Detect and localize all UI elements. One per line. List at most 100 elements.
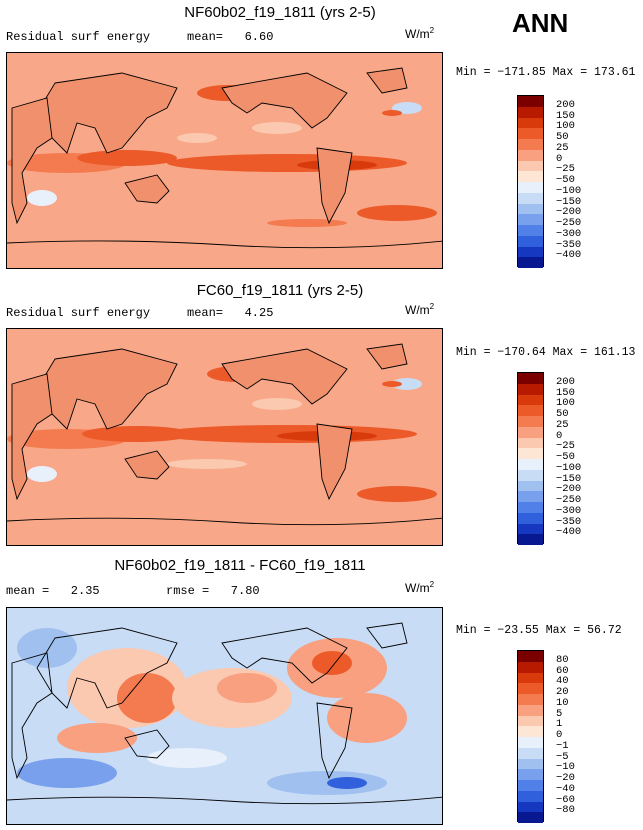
colorbar-tick-label: −100 xyxy=(556,184,582,197)
panel-1-min-max: Min = −171.85 Max = 173.61 xyxy=(456,66,636,79)
colorbar-tick-label: −5 xyxy=(556,750,569,763)
australia xyxy=(124,450,170,480)
colorbar-segment xyxy=(518,405,543,416)
colorbar-segment xyxy=(518,448,543,459)
panel-1-map xyxy=(6,52,443,269)
colorbar-tick-label: −40 xyxy=(556,782,575,795)
panel-3-rmse: rmse = 7.80 xyxy=(166,584,260,598)
colorbar-segment xyxy=(518,747,543,759)
continents xyxy=(11,67,408,225)
colorbar-segment xyxy=(518,502,543,513)
antarctic-coast xyxy=(7,796,442,805)
panel-2-units: W/m2 xyxy=(405,302,435,317)
colorbar-tick-label: 25 xyxy=(556,418,569,431)
colorbar-segment xyxy=(518,117,543,129)
colorbar-segment xyxy=(518,383,543,395)
colorbar-segment xyxy=(518,128,543,139)
continents xyxy=(11,622,408,780)
continents xyxy=(11,343,408,501)
colorbar-segment xyxy=(518,534,543,545)
colorbar-segment xyxy=(518,715,543,727)
colorbar-segment xyxy=(518,171,543,182)
colorbar-tick-label: 100 xyxy=(556,397,575,410)
season-label: ANN xyxy=(512,8,569,38)
colorbar-tick-label: −1 xyxy=(556,739,569,752)
colorbar-tick-label: −350 xyxy=(556,515,582,528)
colorbar-segment xyxy=(518,512,543,524)
south-america xyxy=(316,147,353,225)
colorbar-tick-label: −250 xyxy=(556,494,582,506)
colorbar-segment xyxy=(518,139,543,150)
panel-2-min-max: Min = −170.64 Max = 161.13 xyxy=(456,346,636,359)
panel-3-title: NF60b02_f19_1811 - FC60_f19_1811 xyxy=(114,557,366,574)
panel-2-field-label: Residual surf energy xyxy=(6,306,151,320)
colorbar-segment xyxy=(518,480,543,492)
panel-3-units: W/m2 xyxy=(405,580,435,595)
colorbar-segment xyxy=(518,801,543,813)
colorbar-tick-label: −400 xyxy=(556,526,582,539)
colorbar-segment xyxy=(518,769,543,780)
colorbar-tick-label: −100 xyxy=(556,461,582,474)
colorbar-tick-label: 0 xyxy=(556,729,563,741)
north-america xyxy=(221,72,348,129)
colorbar-segment xyxy=(518,246,543,258)
colorbar-segment xyxy=(518,683,543,694)
colorbar-tick-label: −200 xyxy=(556,206,582,219)
panel-2-map xyxy=(6,328,443,546)
antarctic-coast xyxy=(7,517,442,526)
panel-3-colorbar-labels: 80 60 40 20 10 5 1 0 −1 −5 −10 −20 −40 −60 −80 xyxy=(556,650,616,822)
colorbar-tick-label: 200 xyxy=(556,98,575,111)
colorbar-segment xyxy=(518,790,543,802)
colorbar-tick-label: 20 xyxy=(556,686,569,698)
australia xyxy=(124,174,170,204)
colorbar-segment xyxy=(518,203,543,215)
panel-1-colorbar-labels: 200 150 100 50 25 0 −25 −50 −100 −150 −200 −250 −300… xyxy=(556,95,616,267)
colorbar-segment xyxy=(518,672,543,684)
panel-3-colorbar xyxy=(517,650,544,823)
greenland xyxy=(366,67,408,94)
panel-1-title: NF60b02_f19_1811 (yrs 2-5) xyxy=(184,4,376,21)
colorbar-segment xyxy=(518,491,543,502)
colorbar-tick-label: −300 xyxy=(556,227,582,240)
colorbar-segment xyxy=(518,661,543,673)
colorbar-tick-label: 0 xyxy=(556,429,563,442)
panel-2-colorbar xyxy=(517,372,544,545)
colorbar-tick-label: 25 xyxy=(556,141,569,154)
colorbar-segment xyxy=(518,737,543,748)
panel-3-map xyxy=(6,607,443,825)
panel-2-map-svg xyxy=(7,329,442,545)
colorbar-tick-label: 200 xyxy=(556,375,575,388)
colorbar-segment xyxy=(518,182,543,193)
colorbar-tick-label: −25 xyxy=(556,440,575,453)
colorbar-tick-label: −150 xyxy=(556,472,582,485)
greenland xyxy=(366,343,408,370)
colorbar-segment xyxy=(518,426,543,438)
colorbar-tick-label: −400 xyxy=(556,249,582,262)
colorbar-segment xyxy=(518,192,543,204)
colorbar-tick-label: 150 xyxy=(556,109,575,122)
panel-3-min-max: Min = −23.55 Max = 56.72 xyxy=(456,624,622,637)
colorbar-segment xyxy=(518,758,543,770)
colorbar-tick-label: 80 xyxy=(556,653,569,666)
colorbar-tick-label: 5 xyxy=(556,707,563,720)
panel-2-mean: mean= 4.25 xyxy=(187,306,274,320)
panel-3-map-svg xyxy=(7,608,442,824)
colorbar-tick-label: −300 xyxy=(556,504,582,517)
greenland xyxy=(366,622,408,649)
colorbar-segment xyxy=(518,106,543,118)
africa xyxy=(11,652,53,780)
colorbar-segment xyxy=(518,780,543,791)
colorbar-segment xyxy=(518,437,543,449)
colorbar-segment xyxy=(518,373,543,384)
colorbar-tick-label: −250 xyxy=(556,217,582,229)
colorbar-tick-label: 100 xyxy=(556,120,575,133)
antarctic-coast xyxy=(7,240,442,249)
colorbar-tick-label: −10 xyxy=(556,761,575,774)
colorbar-tick-label: 60 xyxy=(556,664,569,677)
africa xyxy=(11,373,53,501)
colorbar-tick-label: 0 xyxy=(556,152,563,165)
colorbar-tick-label: 50 xyxy=(556,408,569,420)
africa xyxy=(11,97,53,225)
colorbar-tick-label: −50 xyxy=(556,451,575,463)
north-america xyxy=(221,627,348,684)
